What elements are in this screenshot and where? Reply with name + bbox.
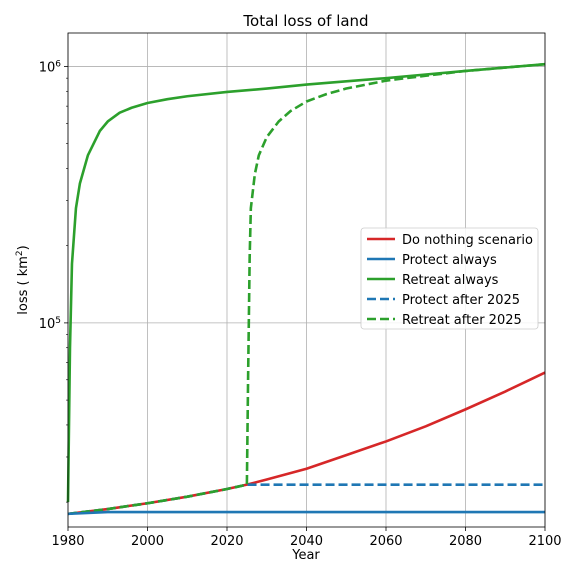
x-tick-label: 2020 [210, 534, 243, 549]
x-tick-label: 2080 [449, 534, 482, 549]
legend-label: Retreat after 2025 [402, 313, 522, 328]
y-tick-label: 105 [39, 316, 61, 332]
x-tick-label: 2060 [369, 534, 402, 549]
y-tick-label: 106 [39, 59, 62, 75]
x-tick-label: 2100 [528, 534, 561, 549]
chart-title: Total loss of land [242, 12, 368, 30]
legend-label: Do nothing scenario [402, 233, 533, 248]
y-axis-label: loss ( km2) [15, 245, 31, 314]
y-axis-label-main: loss ( km [16, 256, 31, 315]
x-tick-label: 1980 [51, 534, 84, 549]
x-tick-label: 2000 [131, 534, 164, 549]
legend: Do nothing scenario Protect always Retreat… [361, 228, 538, 329]
legend-label: Protect after 2025 [402, 293, 520, 308]
x-axis-label: Year [291, 548, 320, 563]
y-axis-ticks: 105 106 [39, 59, 68, 502]
y-axis-label-tail: ) [16, 245, 31, 250]
x-tick-label: 2040 [290, 534, 323, 549]
legend-label: Protect always [402, 253, 497, 268]
legend-label: Retreat always [402, 273, 499, 288]
x-axis-ticks: 1980 2000 2020 2040 2060 2080 2100 [51, 527, 561, 549]
